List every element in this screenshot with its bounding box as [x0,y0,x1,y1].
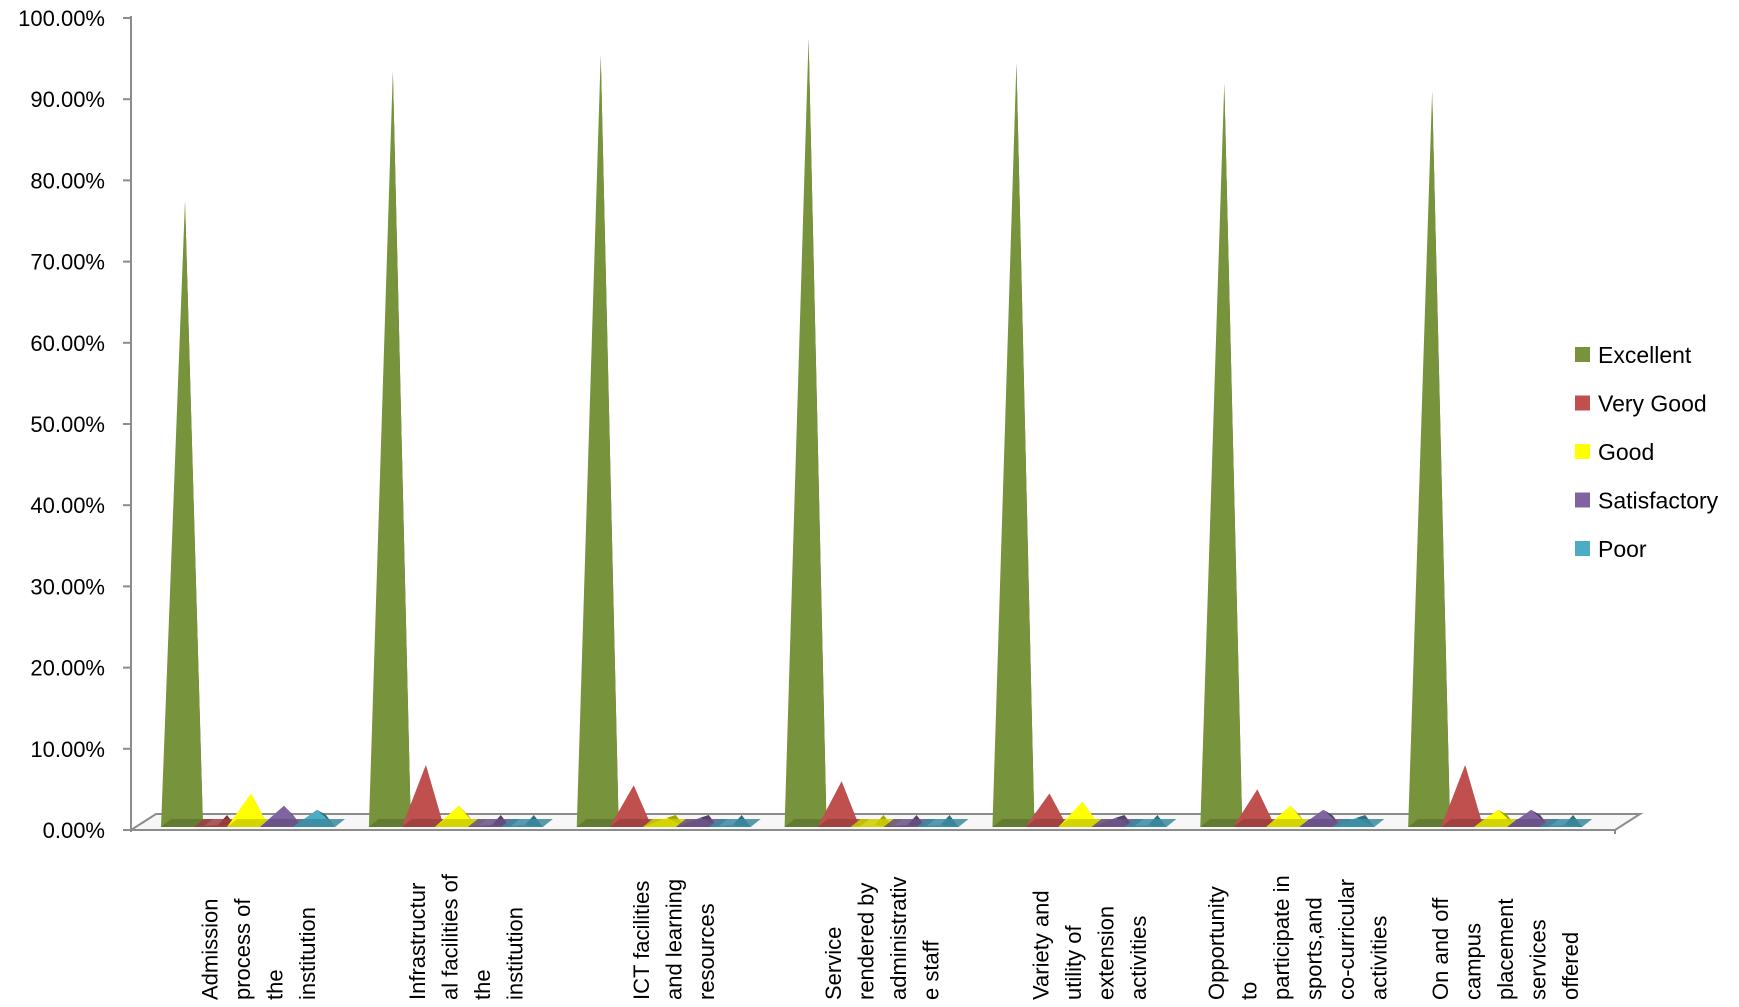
category-label-line: Opportunity [1204,886,1229,1000]
legend-label: Satisfactory [1598,488,1719,514]
category-label-line: al facilities of [438,873,463,1000]
chart-marks [161,38,1593,828]
pyramid-bar [1332,815,1385,827]
category-group [1200,82,1385,827]
pyramid-bar [1507,809,1560,827]
y-tick-label: 10.00% [30,737,105,762]
y-tick-label: 40.00% [30,493,105,518]
category-label-line: sports,and [1302,897,1327,1000]
pyramid-bar [1408,91,1461,827]
category-label: Variety and utility of extension activities [1029,890,1152,1000]
category-label-line: co-curricular [1334,879,1359,1000]
y-tick-label: 50.00% [30,412,105,437]
legend: Excellent Very Good Good Satisfactory Poor [1575,342,1719,562]
category-label-line: resources [694,903,719,1000]
y-tick-label: 100.00% [18,6,105,31]
y-tick-label: 60.00% [30,331,105,356]
category-label-line: activities [1126,916,1151,1000]
legend-label: Excellent [1598,342,1692,368]
legend-item: Good [1575,439,1654,465]
pyramid-bar [260,805,312,827]
category-label-line: the [262,969,287,1000]
y-tick-label: 90.00% [30,87,105,112]
category-label: ICT facilities and learning resources [629,879,719,1000]
category-label-line: On and off [1428,897,1453,1000]
category-label: Admission process of the institution [197,898,320,1000]
pyramid-bar [1124,815,1177,827]
legend-label: Good [1598,439,1654,465]
pyramid-bar [1540,815,1593,827]
category-label-line: ICT facilities [629,881,654,1000]
category-group [784,38,969,828]
category-label-line: e staff [918,940,943,1000]
category-group [1408,91,1593,827]
category-label-line: Service [821,927,846,1000]
legend-label: Very Good [1598,391,1707,417]
category-label-line: and learning [662,879,687,1000]
category-label-line: administrativ [886,877,911,1000]
category-label-line: Variety and [1029,890,1054,1000]
category-label-line: participate in [1269,875,1294,1000]
legend-swatch [1575,395,1590,411]
pyramid-bar [161,200,213,827]
legend-item: Very Good [1575,391,1707,417]
legend-item: Satisfactory [1575,488,1719,514]
category-group [576,54,761,828]
category-label: On and off campus placement services offered [1428,897,1583,1000]
category-label-line: Admission [197,899,222,1000]
pyramid-bar [916,815,969,827]
category-label-line: rendered by [853,883,878,1000]
legend-swatch [1575,347,1590,362]
pyramid-bar [368,70,421,827]
category-label-line: process of [230,898,255,1000]
category-label-line: extension [1094,906,1119,1000]
category-label-line: utility of [1061,925,1086,1000]
category-group [368,70,553,827]
legend-item: Excellent [1575,342,1692,368]
pyramid-bar [609,785,662,827]
y-tick-label: 80.00% [30,168,105,193]
pyramid-bar [293,809,345,827]
category-label: Opportunity to participate in sports,and co-… [1204,875,1392,1000]
category-group [161,200,345,827]
pyramid-bar [992,62,1045,828]
category-label-line: institution [295,907,320,1000]
pyramid-bar [1200,82,1253,827]
y-tick-label: 70.00% [30,250,105,275]
category-label-line: activities [1367,916,1392,1000]
category-label-line: to [1237,982,1262,1000]
category-group [992,62,1177,828]
pyramid-bar [784,38,837,828]
legend-label: Poor [1598,536,1647,562]
legend-swatch [1575,444,1590,459]
pyramid-bar [817,781,870,827]
y-tick-label: 20.00% [30,656,105,681]
pyramid-bar [576,54,629,828]
y-tick-label: 0.00% [43,818,105,843]
category-label-line: placement [1493,898,1518,1000]
category-label-line: Infrastructur [405,883,430,1000]
legend-swatch [1575,492,1590,508]
category-label-line: services [1526,919,1551,1000]
y-tick-labels: 0.00% 10.00% 20.00% 30.00% 40.00% 50.00% 60.00… [18,6,105,843]
category-label-line: campus [1461,923,1486,1000]
y-tick-label: 30.00% [30,574,105,599]
category-label: Service rendered by administrativ e staff [821,877,944,1000]
category-label-line: institution [503,907,528,1000]
legend-swatch [1575,541,1590,556]
legend-item: Poor [1575,536,1647,562]
category-label: Infrastructur al facilities of the institut… [405,873,527,1000]
category-label-line: the [470,969,495,1000]
x-category-labels: Admission process of the institution Infrast… [197,873,1583,1000]
pyramid-bar [708,815,761,827]
category-label-line: offered [1558,932,1583,1000]
pyramid-bar [500,815,553,827]
